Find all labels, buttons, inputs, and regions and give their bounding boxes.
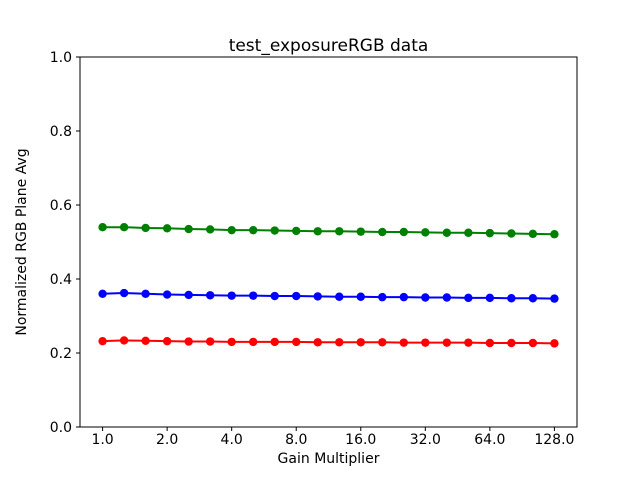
marker-blue-plane	[184, 290, 193, 300]
series-line-red-plane	[102, 339, 555, 345]
marker-red-plane	[270, 337, 279, 347]
marker-green-plane	[313, 227, 322, 236]
marker-blue-plane	[485, 293, 495, 303]
marker-red-plane	[119, 336, 129, 345]
x-tick-label: 16.0	[345, 432, 376, 448]
marker-green-plane	[485, 228, 495, 238]
marker-red-plane	[205, 337, 215, 346]
y-tick-label: 0.2	[50, 346, 72, 362]
x-tick-label: 128.0	[534, 432, 574, 448]
x-tick-label: 64.0	[474, 432, 505, 448]
marker-green-plane	[184, 224, 193, 234]
marker-blue-plane	[528, 294, 538, 303]
marker-blue-plane	[335, 292, 344, 301]
marker-red-plane	[292, 337, 301, 347]
x-tick-label: 4.0	[221, 432, 243, 448]
marker-green-plane	[98, 223, 107, 232]
y-tick-label: 0.4	[50, 272, 72, 288]
marker-green-plane	[227, 225, 236, 235]
marker-blue-plane	[141, 289, 150, 298]
marker-blue-plane	[249, 291, 258, 300]
marker-green-plane	[356, 227, 365, 236]
marker-red-plane	[378, 338, 387, 347]
y-axis-label: Normalized RGB Plane Avg	[14, 148, 30, 336]
marker-green-plane	[205, 225, 215, 234]
y-tick-label: 0.0	[50, 420, 72, 436]
y-tick-label: 0.8	[50, 124, 72, 140]
marker-green-plane	[292, 226, 301, 236]
marker-blue-plane	[270, 291, 279, 301]
x-tick-label: 2.0	[156, 432, 178, 448]
marker-red-plane	[249, 337, 258, 347]
marker-blue-plane	[550, 294, 559, 303]
marker-red-plane	[162, 336, 172, 346]
marker-red-plane	[98, 336, 107, 346]
marker-blue-plane	[227, 291, 236, 300]
chart-title: test_exposureRGB data	[228, 36, 429, 56]
marker-green-plane	[442, 228, 452, 237]
marker-red-plane	[356, 338, 365, 347]
y-tick-label: 1.0	[50, 50, 72, 66]
x-tick-label: 32.0	[410, 432, 441, 448]
marker-red-plane	[141, 336, 150, 345]
series-line-green-plane	[102, 226, 555, 236]
marker-green-plane	[464, 228, 473, 237]
marker-green-plane	[421, 228, 430, 237]
marker-blue-plane	[119, 288, 129, 298]
marker-green-plane	[249, 225, 258, 235]
marker-red-plane	[528, 338, 538, 348]
marker-red-plane	[227, 337, 236, 347]
marker-red-plane	[421, 338, 430, 347]
marker-red-plane	[335, 338, 344, 347]
marker-green-plane	[119, 223, 129, 232]
marker-green-plane	[335, 227, 344, 236]
x-axis-label: Gain Multiplier	[277, 451, 380, 467]
marker-blue-plane	[292, 291, 301, 301]
marker-red-plane	[184, 337, 193, 346]
marker-red-plane	[550, 339, 559, 348]
marker-blue-plane	[356, 292, 365, 301]
marker-green-plane	[528, 229, 538, 239]
series-line-blue-plane	[102, 292, 555, 300]
marker-green-plane	[141, 223, 150, 233]
marker-blue-plane	[313, 292, 322, 301]
marker-blue-plane	[98, 289, 107, 298]
marker-red-plane	[399, 338, 408, 347]
marker-green-plane	[507, 229, 516, 238]
marker-green-plane	[162, 224, 172, 233]
marker-green-plane	[270, 226, 279, 235]
y-tick-label: 0.6	[50, 198, 72, 214]
marker-red-plane	[485, 338, 495, 348]
marker-blue-plane	[162, 290, 172, 299]
marker-blue-plane	[205, 291, 215, 300]
marker-green-plane	[550, 230, 559, 239]
marker-blue-plane	[421, 293, 430, 302]
marker-red-plane	[442, 338, 452, 347]
marker-blue-plane	[399, 292, 408, 302]
marker-blue-plane	[378, 292, 387, 302]
marker-red-plane	[464, 338, 473, 347]
marker-red-plane	[313, 338, 322, 347]
marker-blue-plane	[442, 293, 452, 302]
marker-green-plane	[399, 227, 408, 237]
x-tick-label: 1.0	[91, 432, 113, 448]
marker-blue-plane	[507, 294, 516, 303]
marker-blue-plane	[464, 293, 473, 303]
axes-spines	[79, 56, 578, 428]
x-tick-label: 8.0	[285, 432, 307, 448]
marker-green-plane	[378, 227, 387, 237]
marker-red-plane	[507, 338, 516, 348]
